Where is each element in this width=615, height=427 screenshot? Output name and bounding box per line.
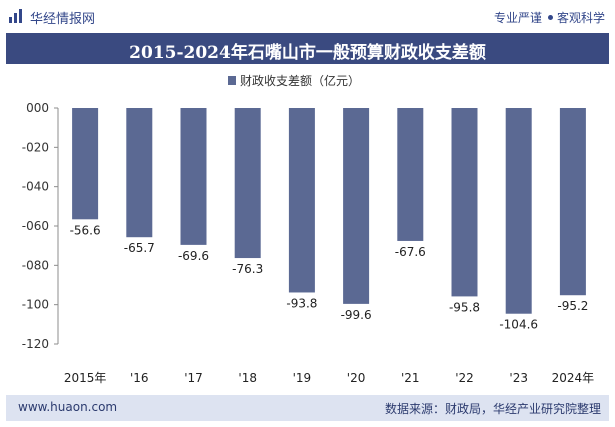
bar xyxy=(288,108,315,293)
slogan-right: 客观科学 xyxy=(556,11,605,25)
bars xyxy=(72,108,586,314)
y-tick-label: -080 xyxy=(22,258,49,272)
footer-bar: www.huaon.com 数据来源：财政局，华经产业研究院整理 xyxy=(6,395,609,421)
top-bar: 华经情报网 专业严谨 客观科学 xyxy=(0,0,615,32)
chart-title: 2015-2024年石嘴山市一般预算财政收支差额 xyxy=(129,43,486,63)
bullet-dot-icon xyxy=(547,15,553,20)
bar xyxy=(397,108,424,241)
title-bar: 2015-2024年石嘴山市一般预算财政收支差额 xyxy=(6,33,609,64)
data-labels: -56.6 -65.7 -69.6 -76.3 -93.8 -99.6 -67.6 -95.8… xyxy=(70,223,589,331)
slogan: 专业严谨 客观科学 xyxy=(494,9,605,26)
bar xyxy=(126,108,153,238)
data-label: -95.2 xyxy=(557,299,588,313)
data-label: -99.6 xyxy=(341,308,372,322)
x-tick-label: 2015年 xyxy=(64,371,107,385)
x-tick-label: '16 xyxy=(130,371,149,385)
y-tick-label: -100 xyxy=(22,298,49,312)
x-tick-label: '22 xyxy=(455,371,474,385)
x-tick-label: 2024年 xyxy=(552,371,595,385)
data-label: -76.3 xyxy=(232,262,263,276)
data-label: -69.6 xyxy=(178,249,209,263)
x-tick-label: '21 xyxy=(401,371,420,385)
footer-url[interactable]: www.huaon.com xyxy=(18,400,118,414)
legend-label: 财政收支差额（亿元） xyxy=(240,73,360,88)
y-tick-label: -120 xyxy=(22,337,49,351)
x-tick-label: '19 xyxy=(293,371,312,385)
legend-swatch xyxy=(228,76,236,85)
bar-chart-logo-icon xyxy=(9,9,22,23)
axes: 000 -020 -040 -060 -080 -100 -120 2015年 '16 '17 '1… xyxy=(22,101,594,385)
y-tick-label: 000 xyxy=(26,101,49,115)
bar xyxy=(343,108,370,304)
data-label: -95.8 xyxy=(449,300,480,314)
data-label: -104.6 xyxy=(499,318,538,332)
footer-source: 数据来源：财政局，华经产业研究院整理 xyxy=(384,402,601,416)
bar xyxy=(180,108,207,245)
bar xyxy=(559,108,586,296)
brand-name: 华经情报网 xyxy=(30,12,96,27)
data-label: -56.6 xyxy=(70,223,101,237)
bar xyxy=(505,108,532,314)
x-tick-label: '20 xyxy=(347,371,366,385)
bar xyxy=(451,108,478,297)
data-label: -65.7 xyxy=(124,241,155,255)
bar-chart: 财政收支差额（亿元） 000 -020 -040 -060 -080 -100 -120 20… xyxy=(22,73,594,385)
x-tick-label: '17 xyxy=(184,371,203,385)
chart-legend: 财政收支差额（亿元） xyxy=(228,73,360,88)
bar xyxy=(72,108,99,220)
bar xyxy=(234,108,261,259)
slogan-left: 专业严谨 xyxy=(493,11,542,25)
y-tick-label: -020 xyxy=(22,140,49,154)
data-label: -67.6 xyxy=(395,245,426,259)
data-label: -93.8 xyxy=(286,296,317,310)
x-tick-label: '18 xyxy=(238,371,257,385)
x-tick-label: '23 xyxy=(509,371,528,385)
y-tick-label: -040 xyxy=(22,180,49,194)
y-tick-label: -060 xyxy=(22,219,49,233)
